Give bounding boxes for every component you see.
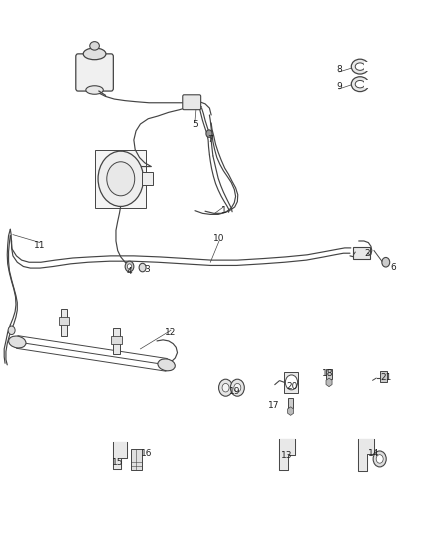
Polygon shape [113, 442, 127, 469]
Bar [59, 317, 69, 325]
FancyBboxPatch shape [183, 95, 201, 110]
Bar [353, 247, 370, 259]
Bar [113, 328, 120, 354]
Bar [60, 309, 67, 336]
Polygon shape [358, 439, 374, 471]
Ellipse shape [355, 63, 365, 70]
Text: 6: 6 [391, 263, 396, 272]
Bar [95, 150, 146, 208]
Ellipse shape [90, 42, 99, 50]
Circle shape [234, 383, 241, 392]
Ellipse shape [83, 48, 106, 60]
Ellipse shape [9, 336, 26, 348]
Text: 12: 12 [165, 328, 177, 337]
Text: 1: 1 [220, 206, 226, 215]
Ellipse shape [351, 77, 369, 92]
Text: 5: 5 [192, 119, 198, 128]
Circle shape [206, 130, 212, 138]
Bar [364, 80, 375, 88]
Text: 9: 9 [336, 82, 342, 91]
Bar [380, 370, 387, 382]
Bar [288, 398, 293, 408]
Text: 14: 14 [368, 449, 380, 458]
Circle shape [222, 383, 229, 392]
Text: 21: 21 [380, 373, 392, 382]
Circle shape [373, 451, 386, 467]
Text: 3: 3 [144, 265, 150, 273]
Text: 18: 18 [322, 369, 334, 378]
Circle shape [219, 379, 233, 396]
Circle shape [230, 379, 244, 396]
Text: 20: 20 [286, 382, 298, 391]
Circle shape [376, 455, 383, 463]
Bar [326, 368, 332, 379]
Text: 4: 4 [127, 268, 132, 276]
Text: 13: 13 [281, 451, 293, 460]
Polygon shape [279, 439, 295, 470]
Ellipse shape [158, 359, 175, 371]
Text: 2: 2 [365, 249, 370, 258]
Text: 19: 19 [229, 387, 240, 396]
Circle shape [98, 151, 144, 206]
Text: 11: 11 [34, 241, 46, 250]
Circle shape [127, 264, 132, 269]
Circle shape [382, 257, 390, 267]
FancyBboxPatch shape [76, 54, 113, 91]
Circle shape [286, 375, 297, 390]
Text: 17: 17 [268, 401, 279, 410]
Bar [111, 336, 122, 344]
Text: 7: 7 [207, 135, 213, 144]
Circle shape [139, 263, 146, 272]
Bar [285, 372, 298, 393]
Bar [364, 62, 375, 71]
Ellipse shape [355, 80, 365, 88]
Ellipse shape [351, 59, 369, 74]
Text: 8: 8 [336, 66, 342, 74]
Text: 15: 15 [112, 458, 124, 466]
Text: 10: 10 [213, 235, 225, 244]
Circle shape [125, 261, 134, 272]
Bar [131, 449, 142, 470]
Circle shape [107, 162, 135, 196]
Bar [142, 172, 152, 185]
Ellipse shape [86, 86, 103, 94]
Circle shape [8, 326, 15, 335]
Text: 16: 16 [141, 449, 153, 458]
